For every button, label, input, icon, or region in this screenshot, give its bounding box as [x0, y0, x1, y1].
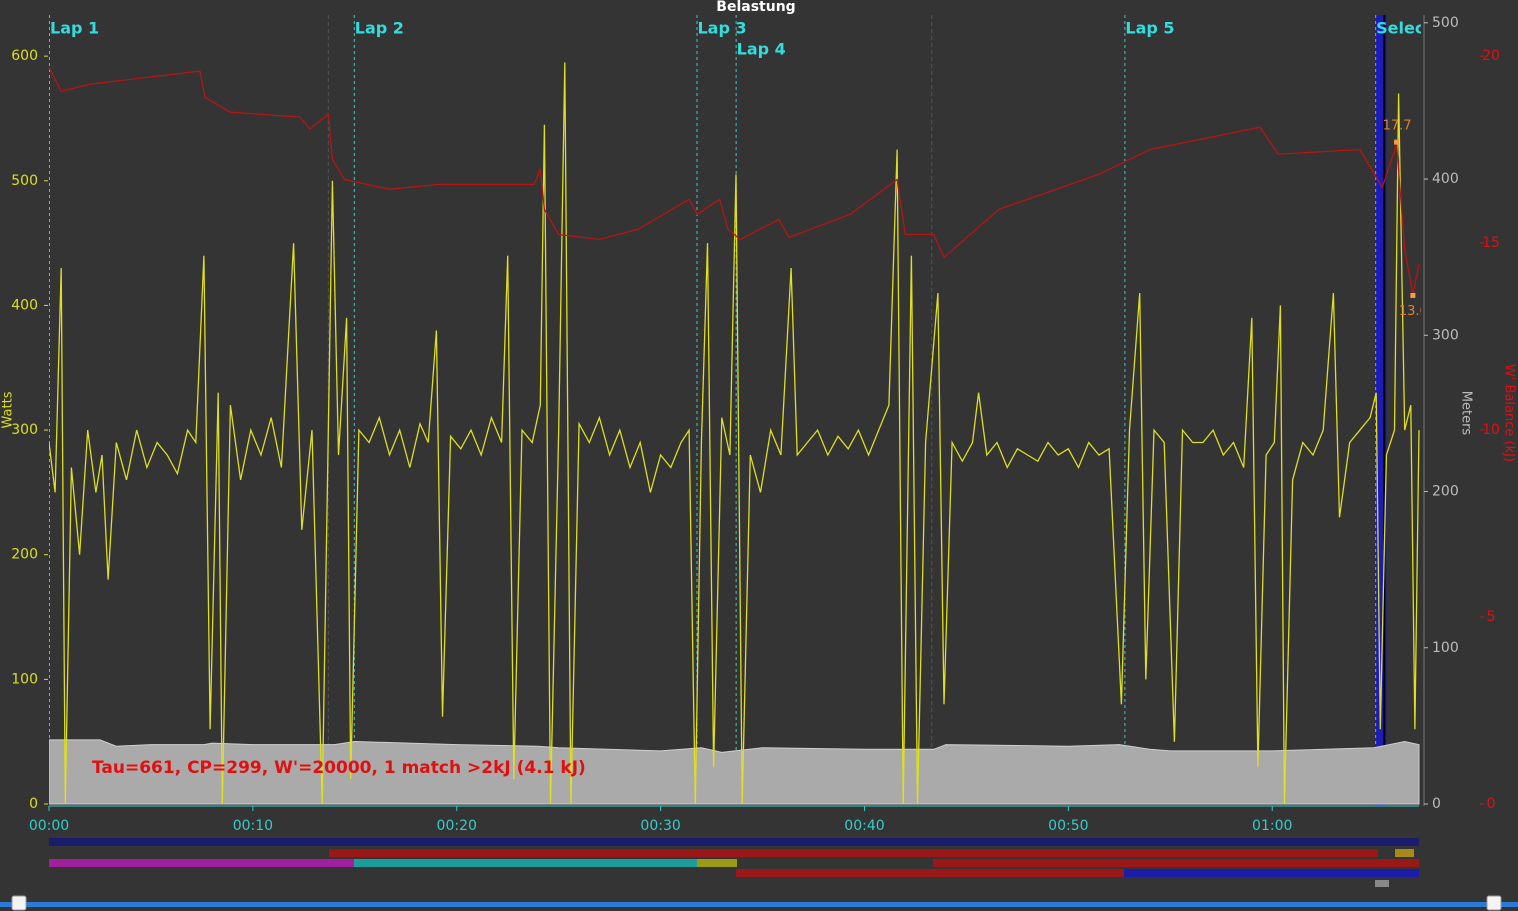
bar [1375, 880, 1389, 887]
lap-bars [49, 838, 1419, 887]
lap-label: Lap 4 [737, 40, 786, 59]
bar [49, 859, 354, 867]
line [49, 62, 1420, 805]
lap-label: Lap 3 [697, 19, 746, 38]
point-label: 17.7 [1383, 119, 1412, 134]
selection-band [1375, 15, 1387, 806]
y-tick-label: 10 [1482, 422, 1500, 438]
y-tick-label: 100 [11, 671, 38, 687]
bar [697, 859, 737, 867]
y-tick-label: 500 [11, 173, 38, 189]
x-tick-label: 00:40 [844, 818, 884, 834]
y-tick-label: 300 [11, 422, 38, 438]
bar [329, 849, 1378, 857]
axis-title: W' Balance (kJ) [1502, 364, 1517, 462]
plot-area: Lap 1 Lap 2 Lap 3 Lap 4 Lap 5 Selection 17.7 13… [49, 15, 1460, 806]
y-tick-label: 500 [1432, 15, 1459, 31]
bar [354, 859, 697, 867]
bar [49, 838, 1419, 846]
y-tick-label: 20 [1482, 48, 1500, 64]
bar [1124, 869, 1419, 877]
scrollbar[interactable] [0, 902, 1518, 907]
lap-label: Lap 5 [1125, 19, 1174, 38]
y-tick-label: 100 [1432, 640, 1459, 656]
y-tick-label: 15 [1482, 235, 1500, 251]
y-tick-label: 400 [11, 297, 38, 313]
scroll-handle[interactable] [1486, 895, 1502, 911]
chart-title: Belastung [716, 0, 795, 15]
x-tick-label: 00:50 [1048, 818, 1088, 834]
lap-label: Lap 2 [355, 19, 404, 38]
x-tick-label: 00:10 [233, 818, 273, 834]
y-tick-label: 300 [1432, 327, 1459, 343]
y-tick-label: 0 [1487, 796, 1496, 812]
x-tick-label: 00:30 [640, 818, 680, 834]
bar [736, 869, 1124, 877]
y-tick-label: 5 [1487, 609, 1496, 625]
axis-title: Meters [1459, 391, 1474, 436]
x-tick-label: 00:00 [29, 818, 69, 834]
y-tick-label: 400 [1432, 171, 1459, 187]
y-tick-label: 0 [29, 796, 38, 812]
lap-label: Lap 1 [50, 19, 99, 38]
y-tick-label: 600 [11, 48, 38, 64]
y-tick-label: 0 [1432, 796, 1441, 812]
x-tick-label: 01:00 [1252, 818, 1292, 834]
point-label: 13.6 [1399, 304, 1428, 319]
point-marker [1410, 292, 1416, 298]
bar [933, 859, 1419, 867]
lap-label: Selection [1376, 19, 1460, 38]
x-tick-label: 00:20 [437, 818, 477, 834]
line [49, 67, 1420, 295]
point-marker [1394, 139, 1400, 145]
y-tick-label: 200 [11, 547, 38, 563]
scroll-handle[interactable] [11, 895, 27, 911]
annotation: Tau=661, CP=299, W'=20000, 1 match >2kJ … [92, 758, 586, 778]
axis-title: Watts [1, 391, 16, 428]
y-tick-label: 200 [1432, 484, 1459, 500]
bar [1395, 849, 1414, 857]
